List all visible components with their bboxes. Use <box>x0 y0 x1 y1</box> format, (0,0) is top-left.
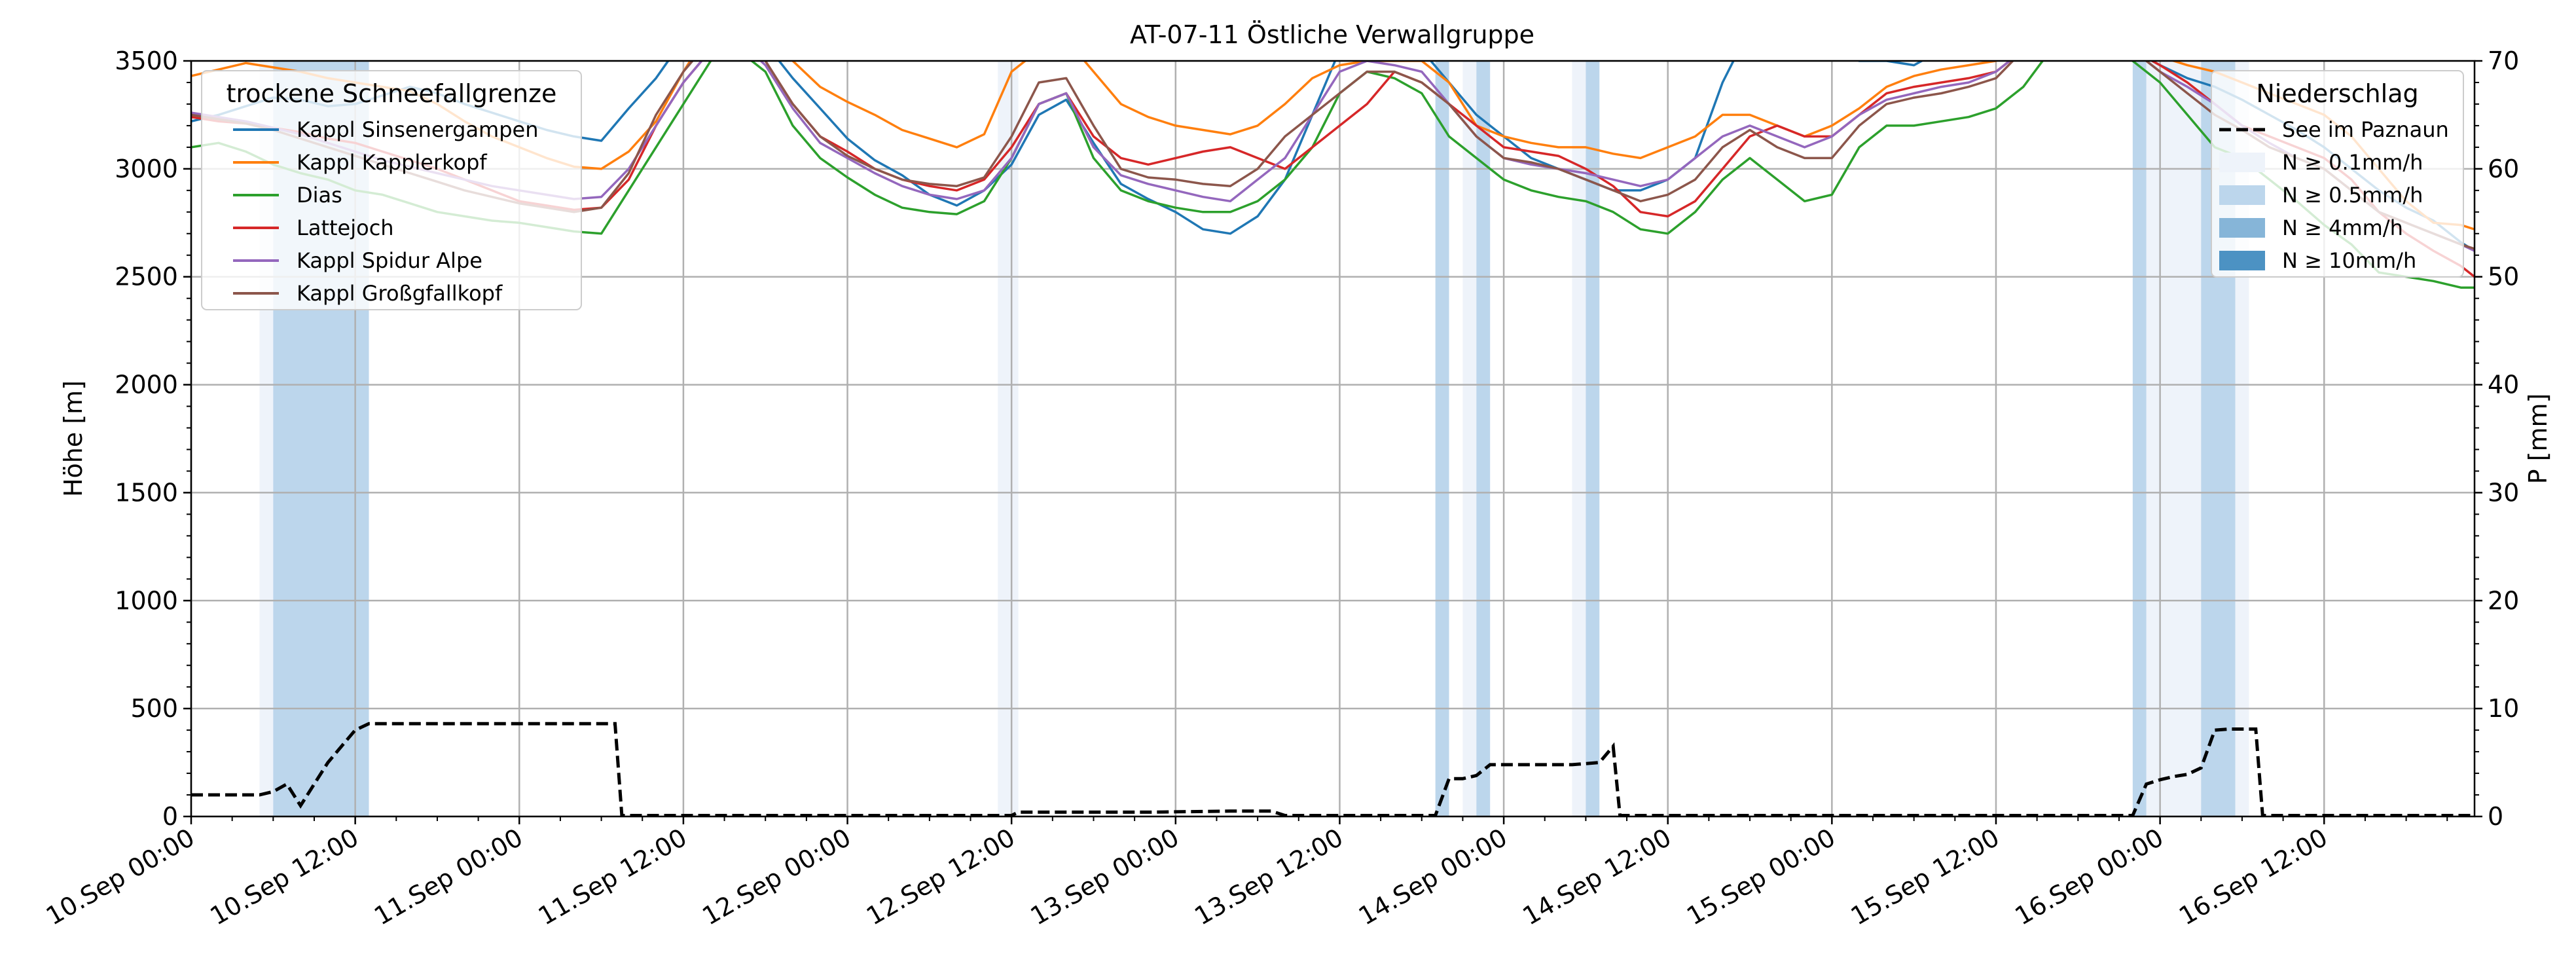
precip-band-5 <box>1462 61 1477 816</box>
legend-left-label-4: Lattejoch <box>297 215 394 240</box>
legend-right-label-5: N ≥ 10mm/h <box>2282 248 2416 273</box>
y-axis-label: Höhe [m] <box>59 380 88 497</box>
precip-band-8 <box>1586 61 1600 816</box>
y-tick-label: 0 <box>162 802 178 831</box>
legend-right-label-3: N ≥ 0.5mm/h <box>2282 183 2423 208</box>
legend-precipitation: Niederschlag See im Paznaun N ≥ 0.1mm/h N ≥… <box>2211 70 2464 278</box>
precip-band-6 <box>1476 61 1491 816</box>
precip-band-4 <box>1435 61 1449 816</box>
y-axis-right: 0 10 20 30 40 50 60 70 <box>2475 46 2519 831</box>
precip-bands <box>259 61 2249 816</box>
y2-tick-label: 10 <box>2488 694 2519 723</box>
legend-left-label-5: Kappl Spidur Alpe <box>297 248 482 273</box>
y2-tick-label: 70 <box>2488 46 2519 75</box>
legend-right-swatch-5 <box>2219 251 2265 270</box>
chart-title: AT-07-11 Östliche Verwallgruppe <box>1130 20 1534 49</box>
precip-band-9 <box>2132 61 2147 816</box>
y-tick-label: 500 <box>130 694 178 723</box>
legend-left-box <box>201 70 582 310</box>
y-tick-label: 1000 <box>115 586 178 615</box>
legend-left-label-2: Kappl Kapplerkopf <box>297 150 487 175</box>
y-tick-label: 1500 <box>115 478 178 507</box>
legend-right-label-1: See im Paznaun <box>2282 117 2449 142</box>
precip-line <box>191 722 2475 817</box>
y-axis-left: 0 500 1000 1500 2000 2500 3000 3500 <box>115 46 191 831</box>
legend-snowline: trockene Schneefallgrenze Kappl Sinsenerg… <box>201 70 582 310</box>
precip-band-3 <box>998 61 1019 816</box>
legend-left-label-1: Kappl Sinsenergampen <box>297 117 539 142</box>
legend-right-swatch-3 <box>2219 185 2265 205</box>
legend-right-swatch-2 <box>2219 153 2265 172</box>
y-tick-label: 2500 <box>115 263 178 291</box>
precip-line-path <box>191 722 2475 817</box>
legend-right-swatch-4 <box>2219 218 2265 238</box>
legend-right-box <box>2211 70 2464 278</box>
plot-frame <box>190 60 2476 818</box>
precip-band-7 <box>1572 61 1586 816</box>
y2-tick-label: 30 <box>2488 478 2519 507</box>
legend-right-label-4: N ≥ 4mm/h <box>2282 215 2403 240</box>
y2-axis-label: P [mm] <box>2524 394 2552 485</box>
y2-tick-label: 60 <box>2488 155 2519 183</box>
legend-left-title: trockene Schneefallgrenze <box>227 79 557 108</box>
y2-tick-label: 0 <box>2488 802 2503 831</box>
legend-left-label-6: Kappl Großgfallkopf <box>297 281 503 306</box>
y-tick-label: 3000 <box>115 155 178 183</box>
y2-tick-label: 40 <box>2488 371 2519 399</box>
y2-tick-label: 50 <box>2488 263 2519 291</box>
y-tick-label: 3500 <box>115 46 178 75</box>
legend-right-label-2: N ≥ 0.1mm/h <box>2282 150 2423 175</box>
y-tick-label: 2000 <box>115 371 178 399</box>
precip-band-10 <box>2146 61 2202 816</box>
legend-left-label-3: Dias <box>297 183 342 208</box>
y2-tick-label: 20 <box>2488 586 2519 615</box>
legend-right-title: Niederschlag <box>2256 79 2418 108</box>
